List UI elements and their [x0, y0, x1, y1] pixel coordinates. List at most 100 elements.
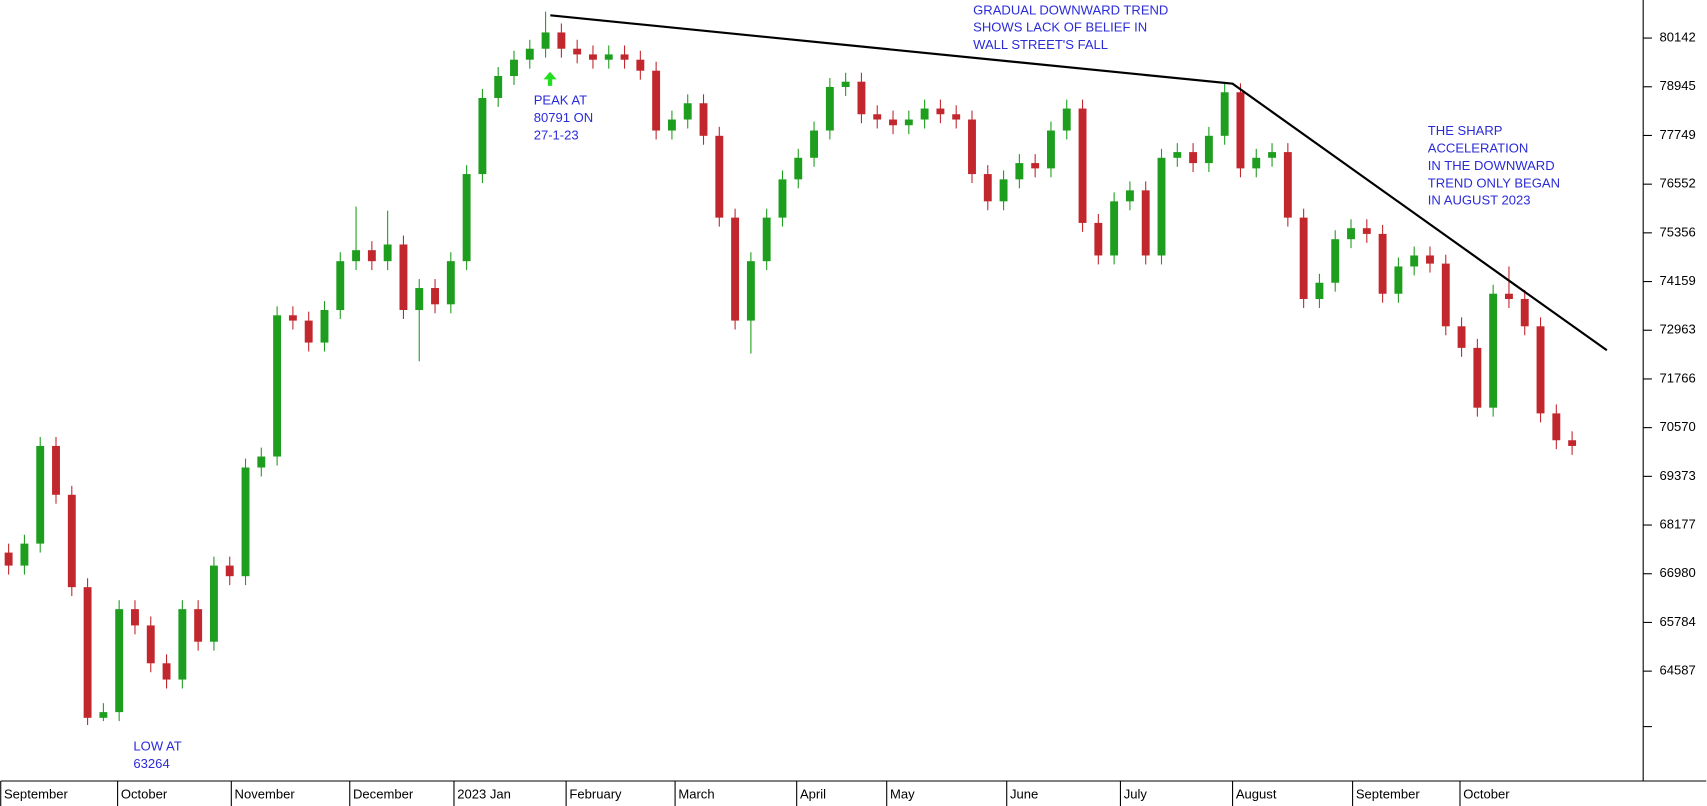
candle-body — [1268, 152, 1277, 158]
candle-body — [241, 467, 250, 577]
y-tick-label: 68177 — [1660, 516, 1696, 531]
y-tick-label: 70570 — [1660, 419, 1696, 434]
x-tick-label: June — [1010, 787, 1038, 802]
annotation-line: IN AUGUST 2023 — [1428, 193, 1531, 208]
y-tick-label: 77749 — [1660, 127, 1696, 142]
candle-body — [794, 157, 803, 180]
candle-body — [746, 261, 755, 321]
candle-body — [525, 48, 534, 60]
candle-body — [4, 552, 13, 566]
annotation: PEAK AT 80791 ON 27-1-23 — [534, 93, 593, 143]
candle-body — [1220, 92, 1229, 136]
x-tick-label: October — [121, 787, 168, 802]
candle-body — [904, 119, 913, 126]
annotation-line: 80791 ON — [534, 110, 593, 125]
annotation-line: ACCELERATION — [1428, 140, 1529, 155]
y-tick-label: 65784 — [1660, 614, 1696, 629]
candle-body — [83, 587, 92, 718]
candle-body — [589, 54, 597, 60]
candle-body — [462, 174, 471, 262]
candle-body — [446, 261, 455, 305]
candle-body — [604, 54, 613, 60]
candle-body — [1047, 130, 1055, 169]
y-tick-label: 75356 — [1660, 224, 1696, 239]
candle-body — [178, 609, 187, 680]
y-tick-label: 72963 — [1660, 322, 1696, 337]
candle-body — [573, 48, 582, 55]
candle-body — [36, 445, 45, 544]
candle-body — [1094, 222, 1103, 256]
peak-arrow — [543, 71, 557, 86]
candle-body — [415, 288, 424, 311]
y-tick-label: 64587 — [1660, 663, 1696, 678]
x-tick-label: May — [890, 787, 915, 802]
annotation-line: 63264 — [133, 756, 169, 771]
candle-body — [1252, 157, 1261, 169]
annotation-line: WALL STREET'S FALL — [973, 37, 1108, 52]
candle-body — [115, 609, 124, 713]
candle-body — [1015, 163, 1024, 180]
x-tick-label: December — [353, 787, 414, 802]
candle-body — [162, 663, 171, 680]
candle-body — [367, 250, 376, 262]
candle-body — [336, 261, 345, 311]
candle-body — [778, 179, 787, 218]
candle-body — [1426, 255, 1434, 264]
y-tick-label: 74159 — [1660, 273, 1696, 288]
candle-body — [636, 59, 645, 71]
candle-body — [494, 75, 503, 98]
candle-body — [873, 114, 882, 120]
candle-body — [383, 244, 392, 262]
candle-body — [889, 119, 897, 126]
annotation-line: THE SHARP — [1428, 123, 1503, 138]
candle-body — [1078, 108, 1087, 223]
candle-body — [510, 59, 518, 76]
candle-body — [1110, 201, 1119, 256]
candle-body — [1410, 255, 1419, 267]
candle-body — [273, 315, 282, 457]
candle-body — [1331, 239, 1340, 283]
candle-body — [620, 54, 629, 60]
candle-body — [1568, 440, 1577, 446]
candle-body — [810, 130, 819, 158]
candle-body — [1552, 413, 1561, 441]
annotation-line: PEAK AT — [534, 93, 587, 108]
candle-body — [1189, 152, 1198, 164]
candle-body — [146, 625, 155, 664]
candle-body — [1141, 190, 1150, 256]
x-tick-label: July — [1124, 787, 1148, 802]
candle-body — [683, 103, 692, 120]
candle-body — [478, 97, 487, 175]
y-tick-label: 71766 — [1660, 370, 1696, 385]
candle-body — [1236, 92, 1245, 169]
candle-body — [131, 609, 139, 626]
candle-body — [715, 135, 724, 218]
candle-body — [304, 320, 313, 343]
candle-body — [194, 609, 203, 642]
candle-body — [541, 32, 550, 49]
candle-body — [699, 103, 708, 136]
candle-body — [225, 565, 234, 577]
candle-body — [1536, 326, 1545, 414]
x-tick-label: August — [1236, 787, 1277, 802]
candle-body — [1031, 163, 1040, 169]
candle-body — [920, 108, 929, 120]
candle-body — [652, 70, 661, 131]
candle-body — [320, 310, 329, 343]
candle-body — [1473, 347, 1482, 408]
candle-body — [1173, 152, 1182, 158]
candle-body — [99, 712, 108, 718]
candle-body — [1347, 228, 1355, 240]
candle-body — [288, 315, 297, 321]
candle-body — [841, 81, 850, 87]
candle-body — [20, 543, 29, 566]
candle-body — [557, 32, 566, 49]
candle-body — [762, 217, 771, 262]
candle-body — [857, 81, 866, 115]
annotation-line: 27-1-23 — [534, 127, 579, 142]
y-tick-label: 80142 — [1660, 30, 1696, 45]
candle-body — [1299, 217, 1308, 300]
candle-body — [209, 565, 218, 642]
annotation: THE SHARP ACCELERATION IN THE DOWNWARD T… — [1428, 123, 1560, 208]
